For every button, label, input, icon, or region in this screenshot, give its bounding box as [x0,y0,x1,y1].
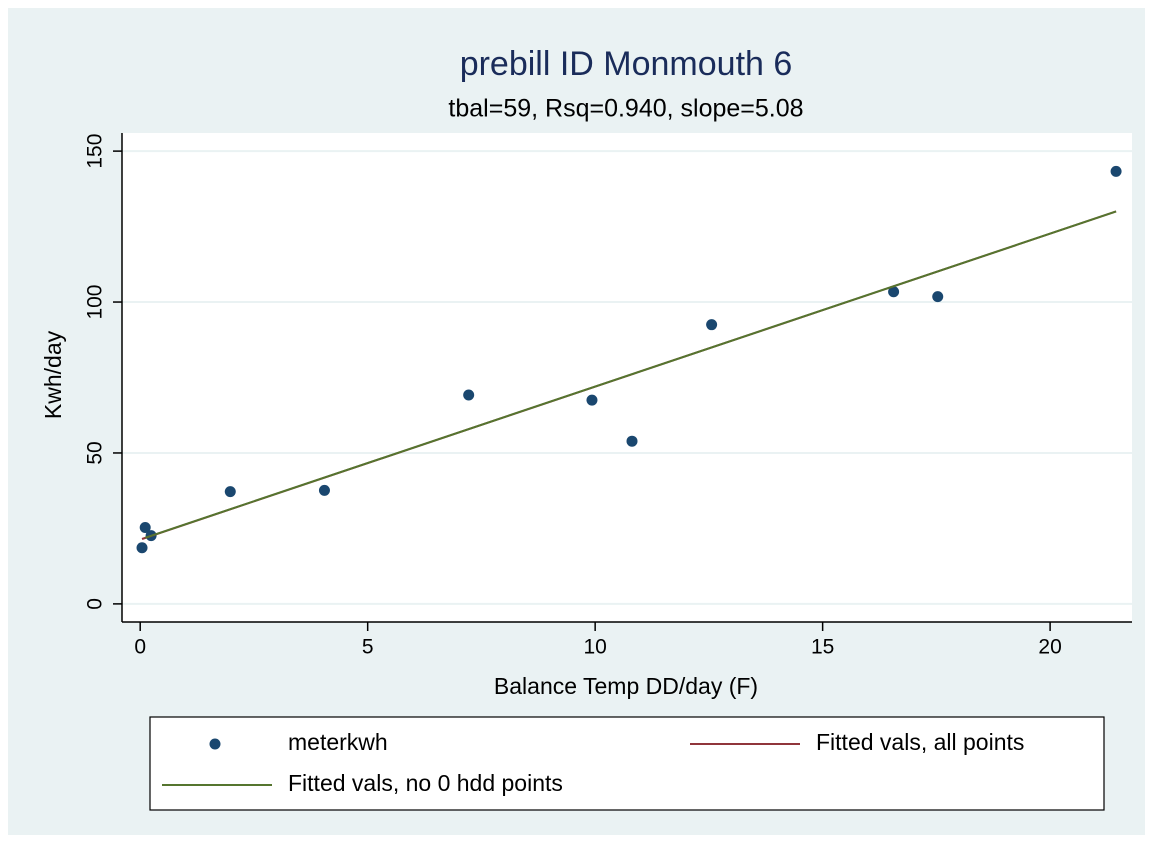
data-point [224,486,236,498]
data-point [463,389,475,401]
x-tick-label: 0 [134,636,146,659]
data-point [888,286,900,298]
x-axis-label: Balance Temp DD/day (F) [494,673,758,699]
legend-label: Fitted vals, all points [816,729,1024,755]
x-tick-label: 20 [1038,636,1061,659]
marks [136,165,1122,554]
x-tick-label: 10 [583,636,606,659]
legend-marker [209,738,221,750]
data-point [626,435,638,447]
x-tick-label: 5 [362,636,374,659]
y-axis-label: Kwh/day [40,330,66,419]
data-point [586,394,598,406]
data-point [139,522,151,534]
legend-label: Fitted vals, no 0 hdd points [288,770,563,796]
data-point [706,319,718,331]
data-point [1110,165,1122,177]
fit-line [144,210,1117,539]
plot-area [122,133,1132,622]
y-tick-label: 150 [84,134,107,169]
legend-label: meterkwh [288,729,388,755]
y-tick-label: 100 [84,285,107,320]
legend-items: meterkwh Fitted vals, all points Fitted va… [162,729,1024,796]
y-tick-label: 50 [84,441,107,464]
x-tick-label: 15 [811,636,834,659]
data-point [136,542,148,554]
grid [122,150,1132,605]
chart-subtitle: tbal=59, Rsq=0.940, slope=5.08 [448,95,803,123]
y-tick-label: 0 [84,598,107,610]
data-point [932,291,944,303]
legend [149,716,1105,811]
chart-title: prebill ID Monmouth 6 [460,45,793,83]
data-point [318,484,330,496]
